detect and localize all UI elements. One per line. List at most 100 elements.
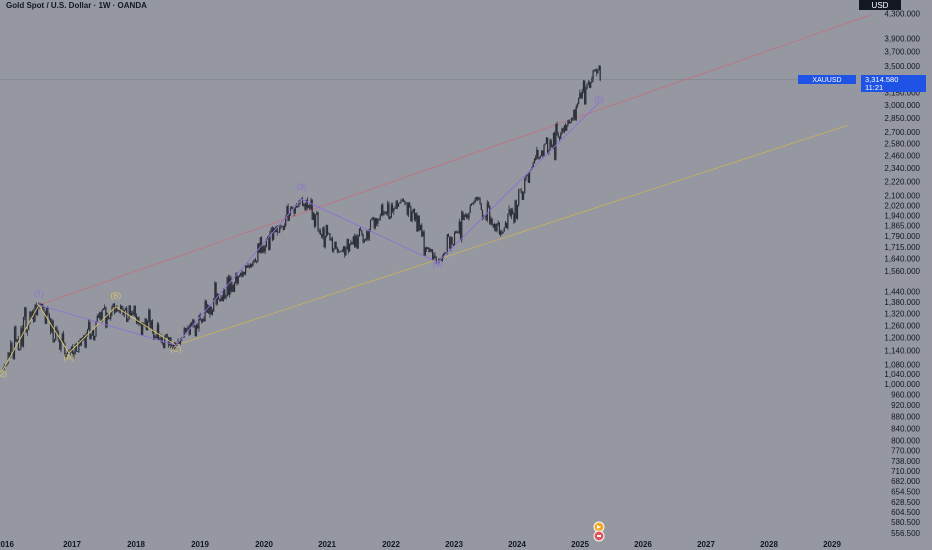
- candle-body: [64, 343, 66, 357]
- wave-label: (2): [0, 369, 7, 378]
- candle-body: [411, 211, 413, 222]
- candle-body: [473, 202, 475, 204]
- candle-body: [415, 213, 417, 220]
- candle-body: [187, 327, 189, 330]
- candle-body: [446, 234, 448, 253]
- candle-body: [509, 209, 511, 216]
- candle-body: [503, 227, 505, 232]
- candle-body: [111, 306, 113, 313]
- price-tick-label: 1,940.000: [884, 212, 920, 221]
- candle-body: [194, 325, 196, 336]
- price-tick-label: 682.000: [891, 477, 920, 486]
- candle-body: [419, 224, 422, 230]
- candle-body: [129, 305, 131, 316]
- candle-body: [153, 331, 155, 340]
- candle-body: [304, 203, 306, 210]
- price-tick-label: 556.500: [891, 529, 920, 538]
- candle-body: [346, 239, 348, 250]
- price-tick-label: 2,700.000: [884, 128, 920, 137]
- candle-body: [188, 327, 190, 335]
- time-tick-label: 2024: [508, 540, 526, 549]
- candle-body: [403, 200, 405, 202]
- candle-body: [334, 241, 336, 250]
- candle-body: [539, 155, 542, 158]
- candle-body: [537, 150, 539, 159]
- candle-body: [257, 243, 259, 262]
- candle-body: [15, 326, 17, 342]
- candle-body: [309, 205, 311, 209]
- earnings-badge-icon[interactable]: [593, 530, 605, 542]
- candle-body: [578, 98, 580, 105]
- candle-body: [89, 322, 91, 339]
- candle-body: [298, 201, 300, 207]
- price-axis[interactable]: 4,300.000 3,900.000 3,700.000 3,500.000 3,15…: [884, 10, 920, 538]
- candle-body: [145, 318, 147, 331]
- wave-label: (3): [297, 183, 307, 192]
- candle-body: [21, 328, 23, 347]
- candle-body: [376, 218, 378, 224]
- candle-body: [542, 150, 544, 156]
- candle-body: [353, 236, 356, 247]
- candle-body: [427, 247, 429, 250]
- candle-body: [52, 320, 54, 342]
- candle-body: [502, 231, 504, 234]
- candle-body: [410, 206, 412, 222]
- candle-body: [6, 363, 8, 366]
- candle-body: [532, 163, 534, 167]
- candle-body: [388, 203, 390, 219]
- candle-body: [474, 198, 476, 203]
- symbol-label: XAUUSD: [812, 77, 841, 84]
- candle-body: [249, 263, 252, 267]
- candle-body: [215, 282, 217, 304]
- candle-body: [380, 204, 383, 216]
- candle-body: [598, 65, 600, 70]
- candle-body: [66, 352, 69, 354]
- candle-body: [393, 208, 395, 212]
- candlestick-series: [2, 65, 601, 372]
- candle-body: [394, 208, 396, 209]
- candle-body: [543, 144, 545, 156]
- candle-body: [305, 199, 307, 210]
- candle-body: [345, 249, 347, 256]
- candle-body: [382, 204, 384, 215]
- candle-body: [90, 334, 92, 339]
- candle-body: [247, 265, 249, 268]
- candle-body: [244, 265, 247, 274]
- candle-body: [276, 226, 278, 232]
- candle-body: [495, 224, 497, 231]
- candle-body: [439, 258, 441, 260]
- candle-body: [96, 315, 98, 322]
- candle-body: [165, 334, 167, 337]
- candle-body: [61, 333, 63, 341]
- candle-body: [78, 341, 80, 352]
- candle-body: [434, 255, 436, 258]
- candle-body: [562, 128, 564, 132]
- candle-body: [371, 219, 373, 221]
- upper-channel-line: [38, 14, 872, 306]
- candle-body: [311, 199, 313, 220]
- candle-body: [230, 277, 232, 292]
- candle-body: [297, 206, 299, 207]
- time-axis[interactable]: 2016 2017 2018 2019 2020 2021 2022 2023 2024 2025…: [0, 540, 841, 549]
- candle-body: [416, 213, 418, 232]
- candle-body: [112, 303, 114, 307]
- candle-body: [208, 305, 210, 314]
- candle-body: [508, 209, 510, 214]
- candle-body: [107, 313, 109, 319]
- candle-body: [347, 239, 349, 252]
- candle-body: [225, 296, 227, 299]
- candle-body: [452, 244, 454, 246]
- candle-body: [566, 125, 568, 131]
- candle-body: [293, 209, 295, 214]
- candle-body: [151, 320, 154, 332]
- candle-body: [351, 242, 353, 244]
- candle-body: [383, 212, 385, 215]
- candle-body: [47, 307, 49, 315]
- candle-body: [25, 307, 27, 333]
- candle-body: [315, 214, 317, 227]
- candle-body: [119, 305, 122, 311]
- candle-body: [492, 224, 494, 228]
- candle-body: [161, 336, 163, 344]
- candle-body: [86, 329, 89, 334]
